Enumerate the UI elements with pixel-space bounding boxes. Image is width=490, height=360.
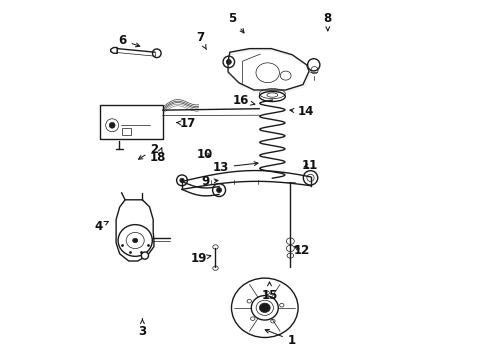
Bar xyxy=(122,128,131,135)
Text: 12: 12 xyxy=(294,244,310,257)
Text: 4: 4 xyxy=(94,220,108,233)
Text: 5: 5 xyxy=(228,12,244,33)
Text: 16: 16 xyxy=(232,94,255,107)
Circle shape xyxy=(109,122,115,128)
Circle shape xyxy=(141,252,148,259)
Ellipse shape xyxy=(259,303,270,312)
Text: 19: 19 xyxy=(191,252,211,265)
Circle shape xyxy=(226,59,231,64)
Text: 11: 11 xyxy=(302,159,318,172)
Circle shape xyxy=(217,188,221,193)
Text: 13: 13 xyxy=(212,161,258,174)
Text: 14: 14 xyxy=(290,105,315,118)
Text: 9: 9 xyxy=(201,175,218,188)
Text: 2: 2 xyxy=(139,143,158,159)
Text: 17: 17 xyxy=(176,117,196,130)
Text: 3: 3 xyxy=(138,319,147,338)
Text: 15: 15 xyxy=(261,282,278,302)
Text: 8: 8 xyxy=(324,12,332,31)
Text: 1: 1 xyxy=(265,329,296,347)
Ellipse shape xyxy=(133,238,138,243)
Text: 10: 10 xyxy=(196,148,213,161)
Text: 6: 6 xyxy=(119,34,140,47)
Circle shape xyxy=(180,178,184,183)
Text: 18: 18 xyxy=(149,148,166,164)
Bar xyxy=(99,105,163,139)
Text: 7: 7 xyxy=(196,31,206,50)
